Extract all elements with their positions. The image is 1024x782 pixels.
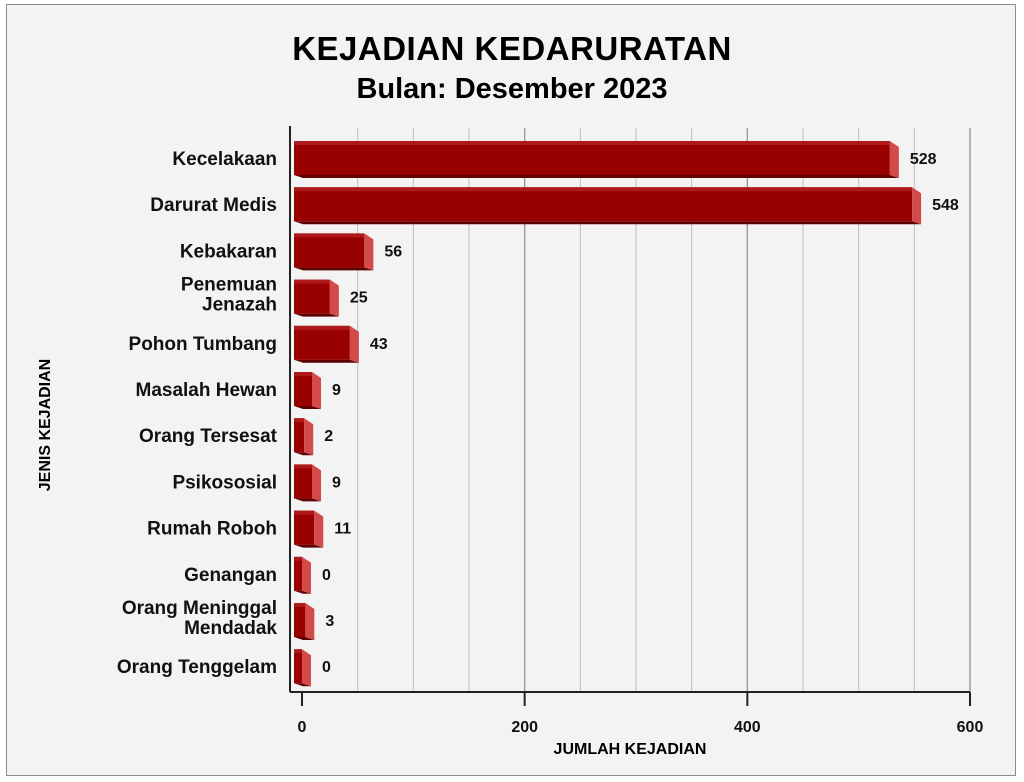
bar-highlight: [294, 464, 313, 469]
bar-highlight: [294, 556, 302, 561]
data-label: 548: [932, 197, 959, 214]
data-label: 25: [350, 290, 368, 307]
category-label: Penemuan Jenazah: [181, 275, 277, 316]
category-label: Kebakaran: [180, 241, 277, 262]
bar-end-face: [912, 187, 922, 225]
bar-highlight: [294, 603, 306, 607]
data-label: 9: [332, 382, 341, 399]
bar: [294, 649, 302, 684]
bar-end-face: [302, 649, 311, 687]
chart-frame: [6, 4, 1016, 776]
bar: [294, 372, 313, 406]
bar-end-face: [364, 233, 374, 271]
bar-end-face: [312, 372, 322, 409]
bar-bottom-face: [294, 313, 339, 317]
bar-highlight: [294, 325, 350, 330]
data-label: 528: [910, 151, 937, 168]
bar-bottom-face: [294, 267, 374, 271]
bar-highlight: [294, 279, 330, 284]
category-label: Darurat Medis: [150, 195, 277, 216]
data-label: 0: [322, 567, 331, 584]
data-label: 9: [332, 474, 341, 491]
bar-bottom-face: [294, 452, 314, 456]
data-label: 3: [325, 613, 334, 630]
bar: [294, 325, 350, 360]
category-label-line: Orang Meninggal: [122, 598, 277, 619]
x-tick-label: 400: [734, 719, 761, 736]
bar-bottom-face: [294, 175, 899, 178]
bar-highlight: [294, 418, 305, 423]
bar-bottom-face: [294, 406, 322, 409]
x-tick-label: 200: [511, 719, 538, 736]
bar-end-face: [314, 510, 324, 548]
bar: [294, 603, 306, 637]
bar: [294, 510, 315, 545]
bar: [294, 464, 313, 499]
category-label: Masalah Hewan: [136, 380, 278, 401]
category-label: Orang Tersesat: [139, 426, 278, 447]
bar: [294, 418, 305, 453]
chart-title: KEJADIAN KEDARURATAN: [292, 30, 732, 67]
category-label-line: Mendadak: [184, 618, 277, 639]
bar-end-face: [302, 556, 311, 594]
bar-bottom-face: [294, 544, 324, 548]
bar: [294, 233, 365, 268]
bar: [294, 141, 890, 175]
bar-bottom-face: [294, 637, 315, 640]
bar-bottom-face: [294, 498, 322, 502]
category-label-line: Jenazah: [202, 295, 277, 316]
category-label: Kecelakaan: [172, 149, 277, 170]
category-label: Pohon Tumbang: [129, 334, 277, 355]
bar-bottom-face: [294, 359, 359, 363]
bar-end-face: [304, 418, 314, 456]
x-tick-label: 600: [957, 719, 984, 736]
category-label: Orang Meninggal Mendadak: [122, 598, 278, 639]
data-label: 0: [322, 659, 331, 676]
category-label-line: Penemuan: [181, 275, 277, 296]
bar-end-face: [349, 325, 359, 363]
bar-highlight: [294, 187, 913, 192]
bar-bottom-face: [294, 683, 311, 687]
category-label: Orang Tenggelam: [117, 657, 277, 678]
bar-highlight: [294, 141, 890, 145]
bar-bottom-face: [294, 590, 311, 594]
category-label: Rumah Roboh: [147, 519, 277, 540]
data-label: 2: [324, 428, 333, 445]
bar-highlight: [294, 233, 365, 238]
bar-highlight: [294, 510, 315, 515]
bar-end-face: [329, 279, 339, 317]
bar-highlight: [294, 372, 313, 376]
bar: [294, 279, 330, 314]
bar-end-face: [312, 464, 322, 502]
data-label: 56: [384, 243, 402, 260]
data-label: 11: [334, 521, 351, 538]
bar-highlight: [294, 649, 302, 654]
category-label: Psikososial: [172, 472, 277, 493]
data-label: 43: [370, 336, 388, 353]
bar-bottom-face: [294, 221, 922, 225]
bar: [294, 556, 302, 591]
category-label: Genangan: [184, 565, 277, 586]
x-tick-label: 0: [298, 719, 307, 736]
bar: [294, 187, 913, 222]
chart-subtitle: Bulan: Desember 2023: [356, 73, 668, 105]
bar-end-face: [305, 603, 315, 640]
x-axis-label: JUMLAH KEJADIAN: [553, 741, 707, 758]
bar-end-face: [889, 141, 899, 178]
